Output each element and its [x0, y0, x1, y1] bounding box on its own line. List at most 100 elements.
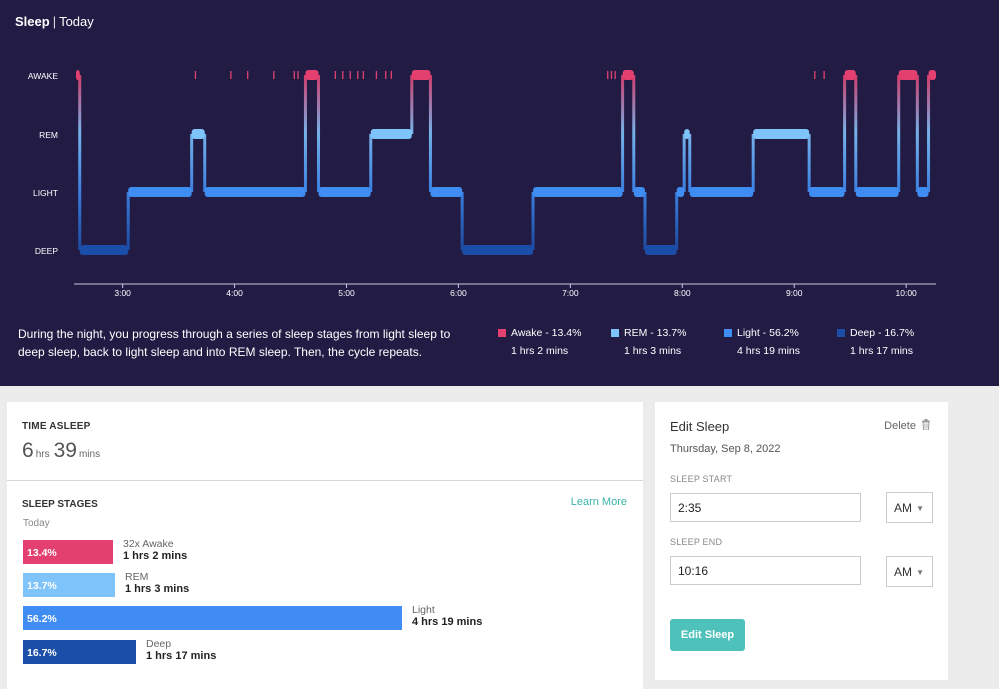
- time-asleep-hours: 6: [22, 439, 34, 462]
- legend-light: Light - 56.2% 4 hrs 19 mins: [724, 327, 800, 357]
- brief-awakening: [614, 71, 616, 79]
- stage-transition: [897, 75, 901, 192]
- delete-label: Delete: [884, 420, 916, 432]
- y-label-deep: DEEP: [35, 246, 58, 256]
- brief-awakening: [362, 71, 364, 79]
- stage-bar-rem: 13.7%: [23, 573, 115, 597]
- sleep-start-ampm-value: AM: [894, 501, 912, 515]
- brief-awakening: [334, 71, 337, 79]
- x-tick-label: 8:00: [674, 288, 691, 298]
- delete-button[interactable]: Delete: [884, 419, 931, 432]
- stage-segment-rem: [191, 129, 205, 139]
- brief-awakening: [194, 71, 197, 79]
- brief-awakening: [297, 71, 299, 79]
- y-label-awake: AWAKE: [28, 71, 58, 81]
- trash-icon: [922, 419, 930, 431]
- stage-transition: [303, 75, 307, 192]
- legend-awake: Awake - 13.4% 1 hrs 2 mins: [498, 327, 581, 357]
- stage-segment-awake: [928, 70, 936, 80]
- stage-text-rem: REM 1 hrs 3 mins: [125, 571, 189, 595]
- stage-name-light: Light: [412, 604, 435, 616]
- time-asleep-minutes: 39: [53, 439, 77, 462]
- brief-awakening: [814, 71, 816, 79]
- legend-rem: REM - 13.7% 1 hrs 3 mins: [611, 327, 686, 357]
- stage-transition: [807, 134, 811, 192]
- stage-segment-rem: [684, 129, 690, 139]
- stage-segment-light: [917, 187, 929, 197]
- stage-segment-light: [204, 187, 306, 197]
- stage-segment-light: [809, 187, 845, 197]
- legend-duration-rem: 1 hrs 3 mins: [624, 345, 682, 357]
- learn-more-link[interactable]: Learn More: [570, 496, 627, 508]
- legend-swatch-deep: [837, 329, 845, 337]
- stage-text-deep: Deep 1 hrs 17 mins: [146, 638, 216, 662]
- time-asleep-value: 6 hrs 39 mins: [22, 439, 104, 463]
- time-asleep-hours-unit: hrs: [35, 449, 50, 460]
- chevron-down-icon: ▼: [916, 568, 924, 577]
- stage-duration-deep: 1 hrs 17 mins: [146, 650, 217, 662]
- legend-label-rem: REM - 13.7%: [624, 327, 687, 339]
- stage-segment-rem: [370, 129, 412, 139]
- stage-segment-awake: [76, 70, 80, 80]
- stage-transition: [927, 75, 931, 192]
- x-tick-label: 4:00: [226, 288, 243, 298]
- card-divider: [7, 480, 643, 481]
- title-text: Sleep: [15, 14, 50, 29]
- stage-transition: [317, 75, 321, 192]
- legend-duration-deep: 1 hrs 17 mins: [850, 345, 914, 357]
- x-tick-label: 7:00: [562, 288, 579, 298]
- edit-sleep-card: Edit Sleep Delete Thursday, Sep 8, 2022 …: [655, 402, 948, 680]
- brief-awakening: [293, 71, 295, 79]
- hypnogram-description: During the night, you progress through a…: [18, 327, 451, 359]
- time-asleep-minutes-unit: mins: [78, 449, 101, 460]
- sleep-start-ampm-select[interactable]: AM ▼: [886, 492, 933, 523]
- stage-segment-light: [533, 187, 623, 197]
- stage-name-deep: Deep: [146, 638, 172, 650]
- stage-transition: [203, 134, 207, 192]
- stage-transition: [843, 75, 847, 192]
- time-asleep-label: TIME ASLEEP: [22, 421, 91, 432]
- edit-sleep-button[interactable]: Edit Sleep: [670, 619, 745, 651]
- stage-segment-awake: [411, 70, 431, 80]
- legend-deep: Deep - 16.7% 1 hrs 17 mins: [837, 327, 914, 357]
- stage-segment-light: [633, 187, 645, 197]
- brief-awakening: [623, 71, 626, 79]
- stage-segment-deep: [79, 245, 129, 255]
- legend-duration-awake: 1 hrs 2 mins: [511, 345, 569, 357]
- stage-percent-awake: 13.4%: [27, 547, 57, 559]
- x-tick-label: 10:00: [896, 288, 918, 298]
- stage-segment-deep: [644, 245, 677, 255]
- sleep-start-input[interactable]: 2:35: [670, 493, 861, 522]
- stage-segment-light: [430, 187, 463, 197]
- title-separator: |: [52, 14, 57, 29]
- stage-transition: [428, 75, 432, 192]
- y-label-rem: REM: [39, 130, 58, 140]
- stage-text-light: Light 4 hrs 19 mins: [412, 604, 482, 628]
- stage-segment-awake: [844, 70, 856, 80]
- stage-segment-awake: [622, 70, 634, 80]
- sleep-summary-card: TIME ASLEEP 6 hrs 39 mins SLEEP STAGES Lear…: [7, 402, 643, 689]
- stage-segment-rem: [753, 129, 810, 139]
- brief-awakening: [385, 71, 387, 79]
- sleep-stages-label: SLEEP STAGES: [22, 499, 98, 510]
- title-period: Today: [59, 14, 94, 29]
- legend-label-awake: Awake - 13.4%: [511, 327, 582, 339]
- stage-transition: [369, 134, 373, 192]
- brief-awakening: [342, 71, 344, 79]
- stage-segment-awake: [898, 70, 918, 80]
- sleep-end-ampm-select[interactable]: AM ▼: [886, 556, 933, 587]
- brief-awakening: [610, 71, 613, 79]
- stage-transition: [621, 75, 625, 192]
- hypnogram-chart: AWAKE REM LIGHT DEEP 3:00 4:00 5:00 6:00 7:00 8:0…: [28, 70, 936, 298]
- stage-segment-deep: [462, 245, 534, 255]
- x-tick-label: 3:00: [114, 288, 131, 298]
- legend-swatch-rem: [611, 329, 619, 337]
- stage-text-awake: 32x Awake 1 hrs 2 mins: [123, 538, 187, 562]
- brief-awakening: [273, 71, 275, 79]
- brief-awakening: [357, 71, 359, 79]
- stage-transition: [531, 192, 535, 250]
- stage-percent-deep: 16.7%: [27, 647, 57, 659]
- sleep-end-input[interactable]: 10:16: [670, 556, 861, 585]
- stage-transition: [190, 134, 194, 192]
- brief-awakening: [390, 71, 392, 79]
